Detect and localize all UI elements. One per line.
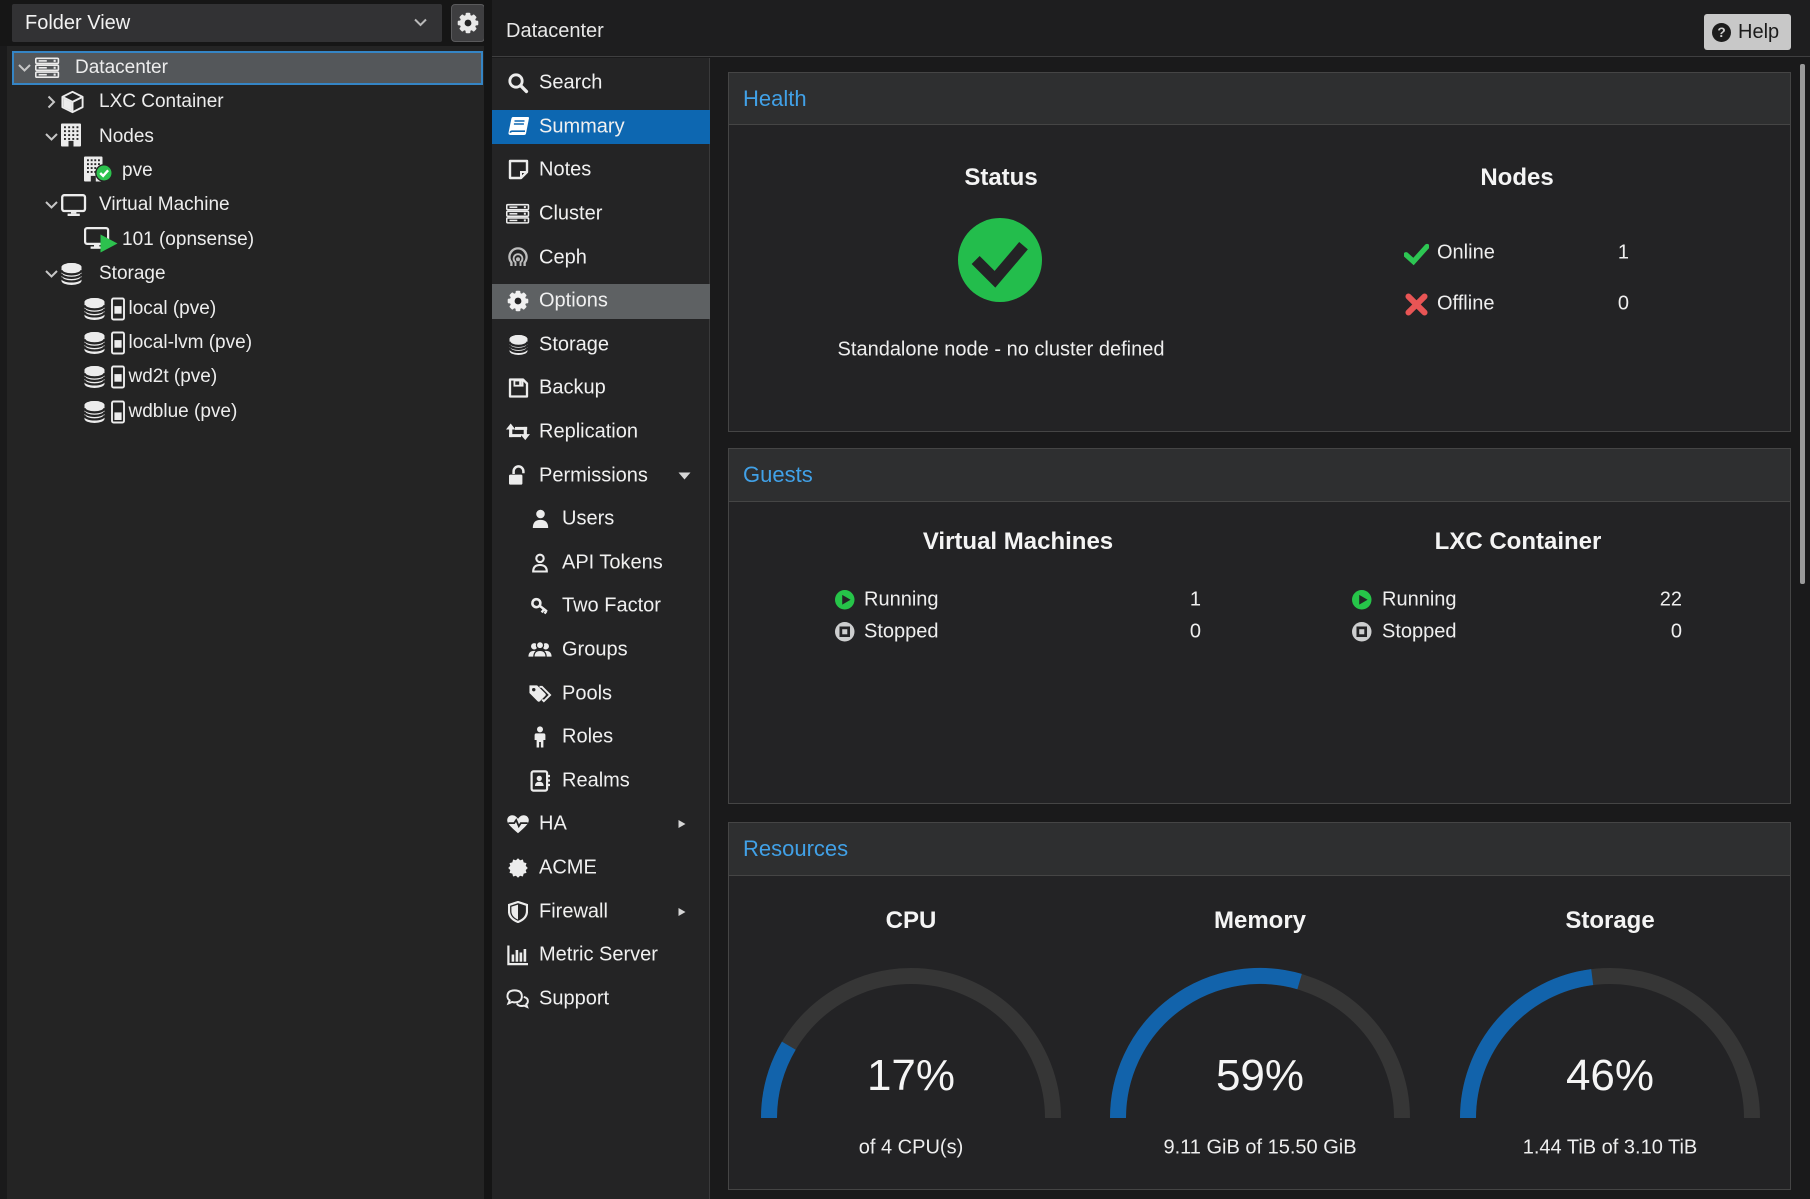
- svg-text:?: ?: [1717, 24, 1725, 39]
